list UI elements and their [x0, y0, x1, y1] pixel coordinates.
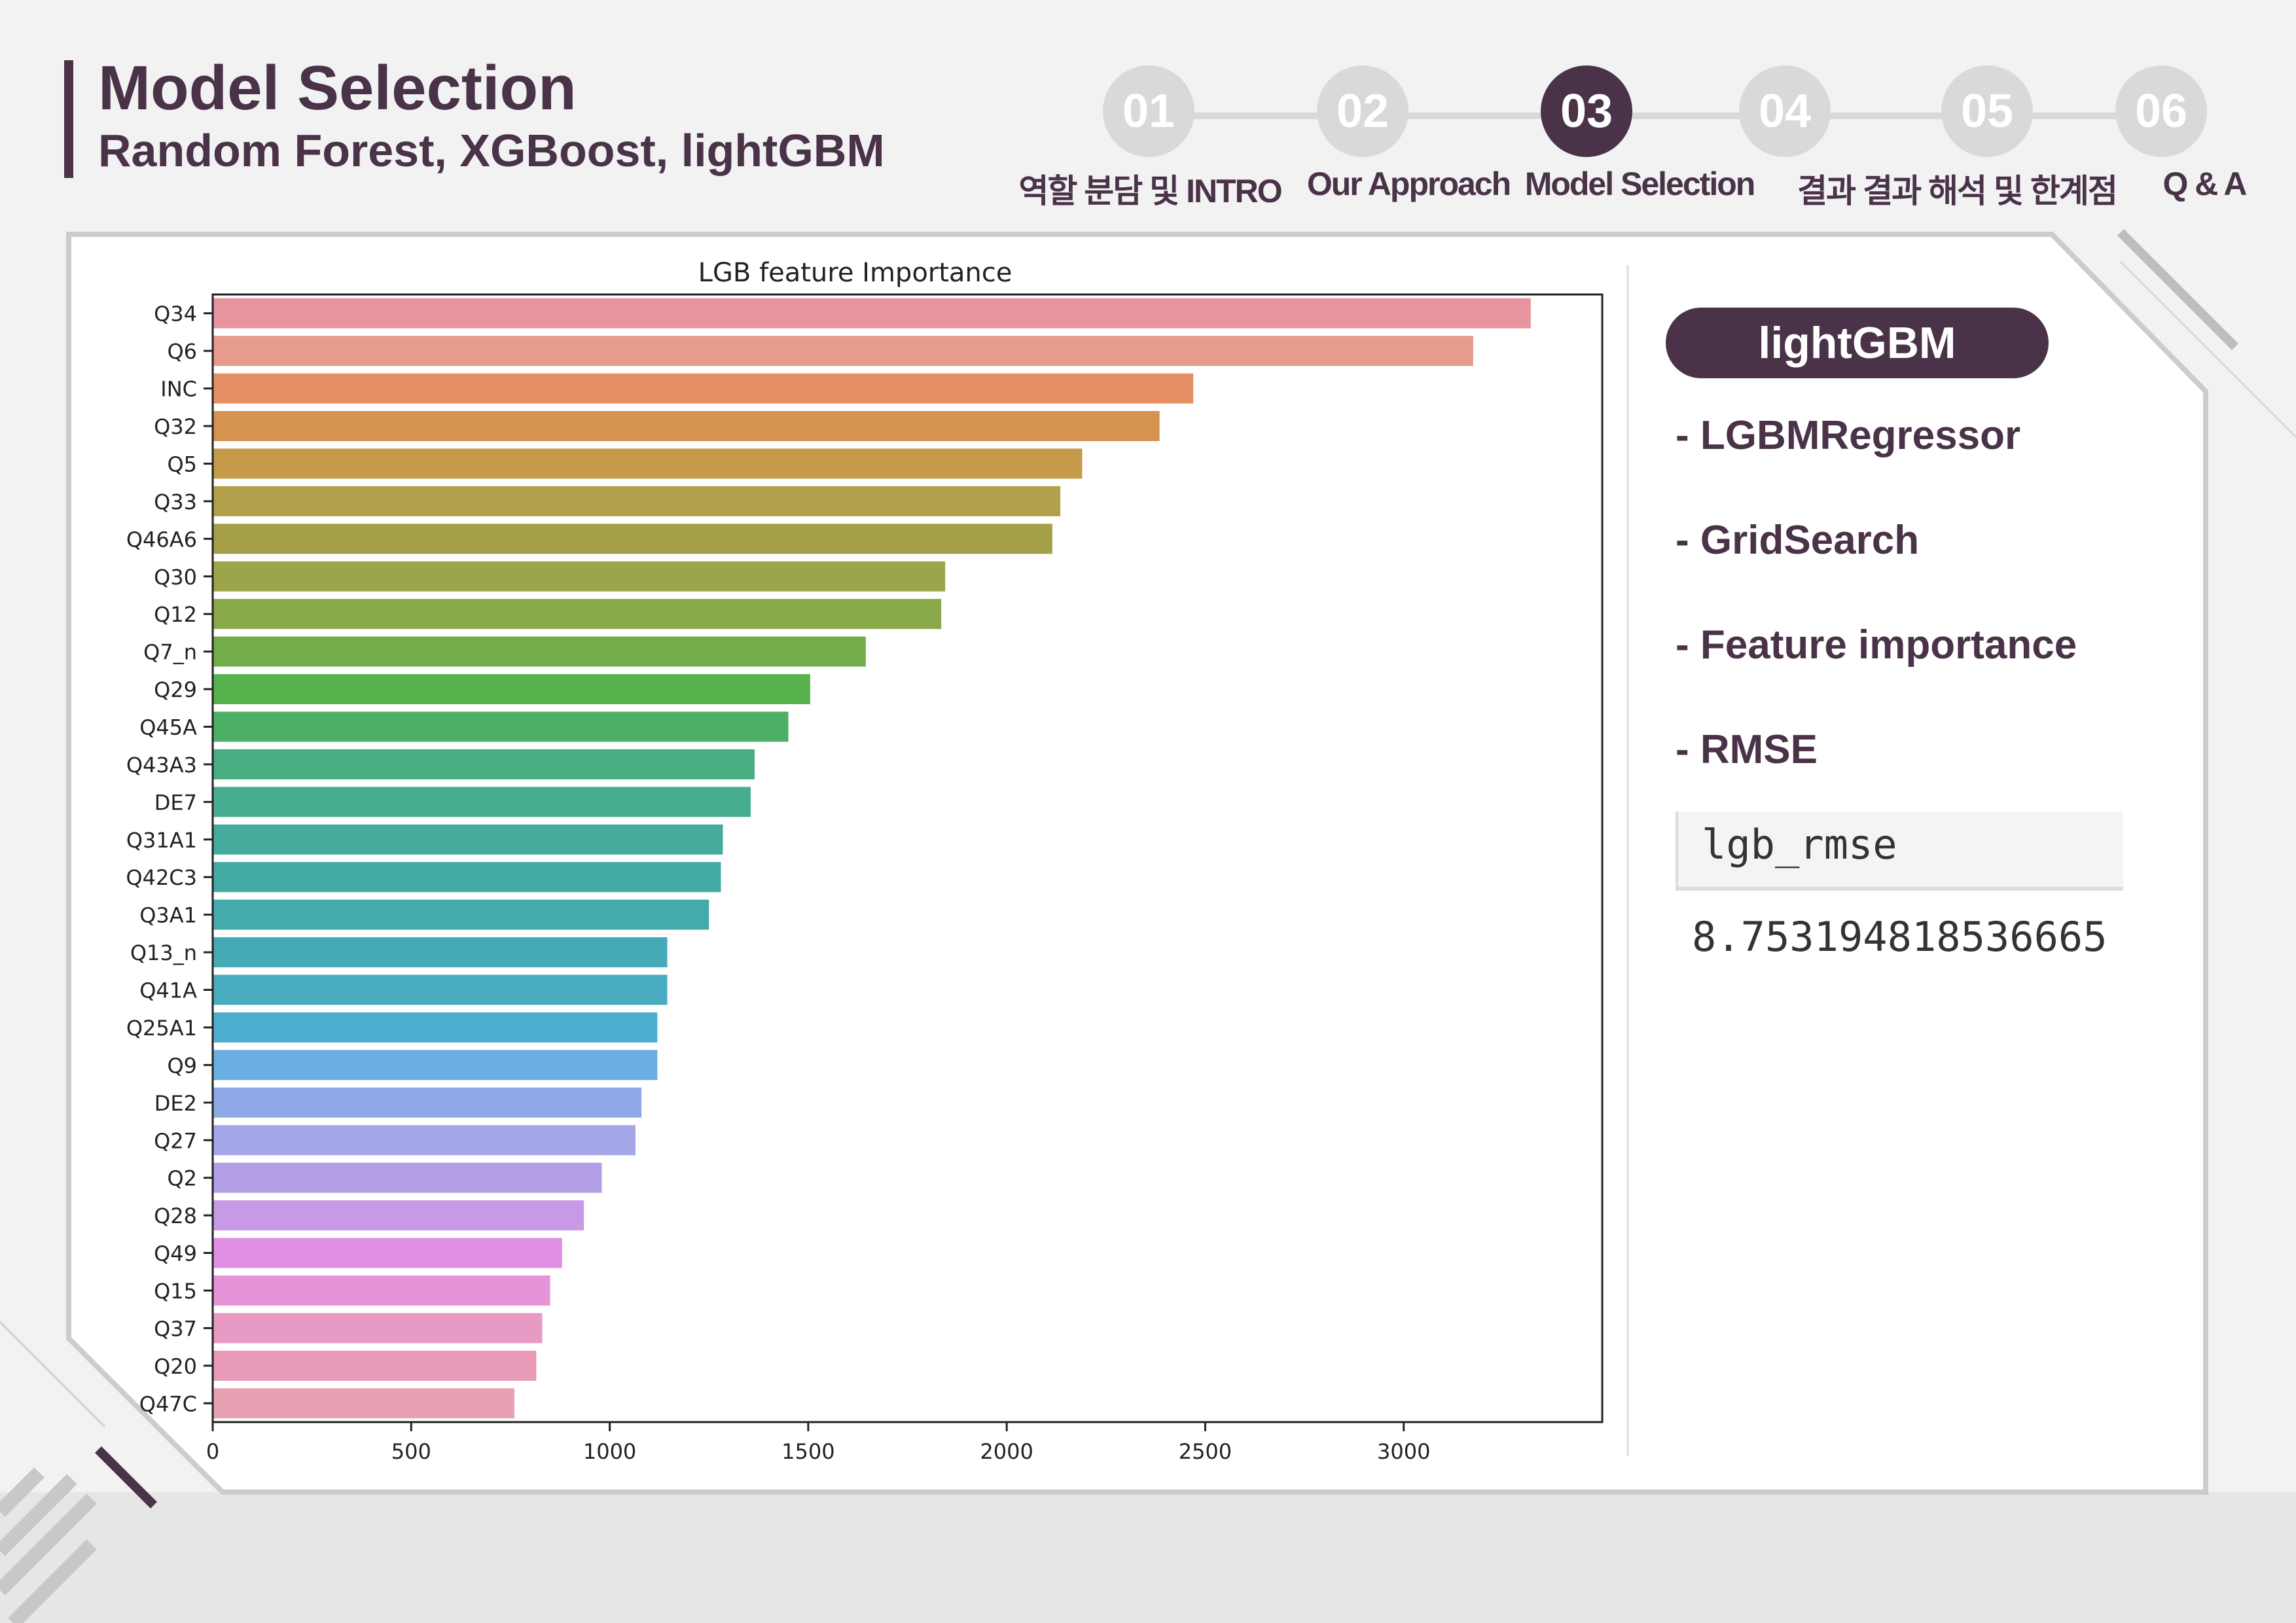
bar-DE2	[213, 1087, 642, 1118]
y-tick-label: Q46A6	[126, 527, 197, 552]
title-accent-bar	[64, 60, 73, 178]
bar-Q27	[213, 1125, 636, 1156]
y-tick-label: Q45A	[139, 715, 197, 740]
y-tick-label: Q3A1	[139, 903, 197, 928]
y-tick-label: Q12	[154, 602, 197, 627]
bar-Q9	[213, 1050, 658, 1080]
bar-Q42C3	[213, 862, 721, 893]
y-tick-label: Q42C3	[126, 865, 197, 890]
step-02-circle[interactable]: 02	[1317, 65, 1408, 157]
x-tick-label: 1000	[583, 1439, 636, 1464]
y-tick-label: Q9	[167, 1053, 197, 1078]
x-tick-label: 3000	[1377, 1439, 1430, 1464]
rmse-output-cell: lgb_rmse	[1676, 812, 2123, 891]
bar-Q46A6	[213, 524, 1052, 554]
bar-Q43A3	[213, 749, 755, 779]
bar-Q32	[213, 411, 1160, 441]
progress-line	[1152, 113, 2199, 119]
y-tick-label: Q30	[154, 565, 197, 590]
bar-Q37	[213, 1313, 543, 1344]
bar-INC	[213, 373, 1194, 404]
y-tick-label: Q43A3	[126, 753, 197, 777]
bullet-gridsearch: - GridSearch	[1676, 518, 1920, 563]
y-tick-label: Q49	[154, 1241, 197, 1266]
y-tick-label: Q25A1	[126, 1016, 197, 1041]
y-tick-label: INC	[160, 377, 197, 402]
y-tick-label: Q27	[154, 1128, 197, 1153]
y-tick-label: Q2	[167, 1166, 197, 1191]
y-tick-label: DE7	[154, 790, 197, 815]
y-tick-label: Q5	[167, 452, 197, 476]
bar-Q12	[213, 599, 942, 630]
bar-Q25A1	[213, 1012, 658, 1043]
step-01-circle[interactable]: 01	[1103, 65, 1194, 157]
step-03-label[interactable]: Model Selection	[1524, 166, 1756, 202]
bar-Q13_n	[213, 937, 668, 968]
bullet-rmse: - RMSE	[1676, 727, 1818, 772]
step-06-label[interactable]: Q & A	[2162, 166, 2247, 202]
y-tick-label: Q32	[154, 414, 197, 439]
x-tick-label: 2500	[1179, 1439, 1232, 1464]
bar-Q28	[213, 1200, 584, 1231]
y-tick-label: Q37	[154, 1316, 197, 1341]
x-tick-label: 500	[391, 1439, 431, 1464]
rmse-value: 8.753194818536665	[1692, 913, 2108, 961]
step-06-circle[interactable]: 06	[2115, 65, 2207, 157]
rmse-label: lgb_rmse	[1702, 821, 1897, 868]
model-name-pill: lightGBM	[1666, 308, 2049, 378]
step-05-circle[interactable]: 05	[1941, 65, 2033, 157]
y-tick-label: Q28	[154, 1204, 197, 1228]
step-04-circle[interactable]: 04	[1739, 65, 1831, 157]
step-01-label[interactable]: 역할 분담 및 INTRO	[1018, 173, 1282, 209]
page-subtitle: Random Forest, XGBoost, lightGBM	[98, 125, 885, 176]
step-03-circle[interactable]: 03	[1541, 65, 1632, 157]
x-tick-label: 0	[206, 1439, 219, 1464]
y-tick-label: Q20	[154, 1354, 197, 1379]
page-title: Model Selection	[98, 53, 577, 123]
y-tick-label: Q13_n	[130, 940, 197, 965]
y-tick-label: Q31A1	[126, 828, 197, 853]
bar-Q31A1	[213, 824, 723, 855]
bar-Q41A	[213, 974, 668, 1005]
bullet-feature-importance: - Feature importance	[1676, 622, 2077, 668]
bar-Q2	[213, 1162, 602, 1193]
bar-Q33	[213, 486, 1061, 516]
bar-Q45A	[213, 711, 789, 742]
bar-Q7_n	[213, 636, 866, 667]
bar-DE7	[213, 787, 751, 817]
bar-Q34	[213, 298, 1531, 329]
y-tick-label: Q15	[154, 1279, 197, 1304]
bar-Q29	[213, 674, 810, 705]
bar-Q47C	[213, 1388, 514, 1419]
bar-Q6	[213, 336, 1473, 366]
y-tick-label: Q6	[167, 339, 197, 364]
bar-Q49	[213, 1238, 562, 1268]
bar-Q30	[213, 561, 946, 592]
y-tick-label: Q47C	[139, 1391, 197, 1416]
x-tick-label: 1500	[781, 1439, 834, 1464]
y-tick-label: Q34	[154, 302, 197, 327]
bar-Q3A1	[213, 899, 709, 930]
x-tick-label: 2000	[980, 1439, 1033, 1464]
y-tick-label: Q7_n	[143, 640, 197, 665]
y-tick-label: Q33	[154, 490, 197, 514]
step-02-label[interactable]: Our Approach	[1306, 166, 1511, 202]
chart-title: LGB feature Importance	[698, 258, 1013, 288]
step-04-label[interactable]: 결과	[1797, 173, 1856, 209]
y-tick-label: Q41A	[139, 978, 197, 1003]
y-tick-label: Q29	[154, 677, 197, 702]
step-05-label[interactable]: 결과 해석 및 한계점	[1863, 173, 2118, 209]
bar-Q20	[213, 1350, 537, 1381]
bar-Q5	[213, 448, 1083, 479]
plot-frame	[211, 293, 1604, 1423]
y-tick-label: DE2	[154, 1091, 197, 1116]
bullet-lgbmregressor: - LGBMRegressor	[1676, 413, 2021, 458]
bar-Q15	[213, 1275, 550, 1306]
